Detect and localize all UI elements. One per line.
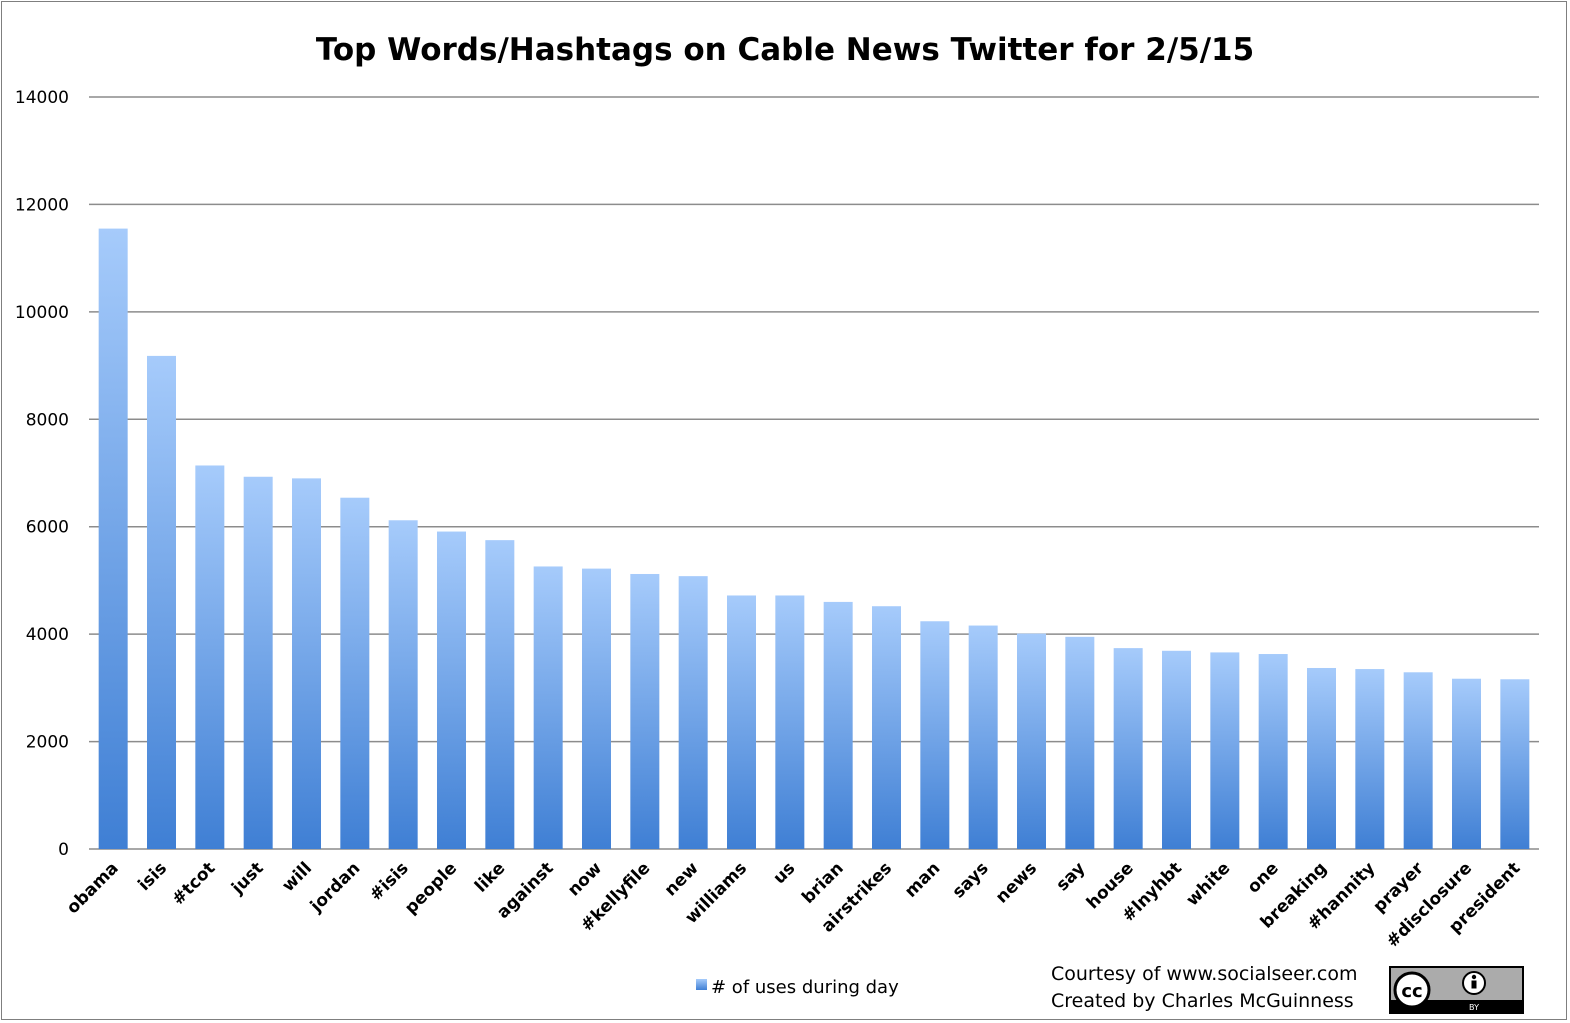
x-tick-label: #isis <box>366 858 413 905</box>
y-tick-label: 12000 <box>15 195 69 215</box>
x-tick-label: one <box>1244 858 1283 897</box>
bar-one <box>1258 654 1288 849</box>
by-label: BY <box>1469 1003 1479 1012</box>
bar-says <box>968 625 998 849</box>
bar-man <box>920 621 950 849</box>
bar-house <box>1113 648 1143 849</box>
y-axis-tick-labels: 0 2000 4000 6000 8000 10000 12000 14000 <box>15 88 69 860</box>
bar-hash-hannity <box>1355 669 1385 849</box>
bar-williams <box>727 595 756 849</box>
y-tick-label: 8000 <box>26 410 69 430</box>
credits: Courtesy of www.socialseer.com Created b… <box>1051 963 1357 1012</box>
bar-prayer <box>1403 672 1433 849</box>
x-tick-label: now <box>564 858 606 900</box>
credit-line-2: Created by Charles McGuinness <box>1051 990 1354 1012</box>
bar-breaking <box>1307 667 1336 849</box>
bar-white <box>1210 652 1240 849</box>
bar-people <box>437 531 466 849</box>
bar-say <box>1065 636 1095 849</box>
legend: # of uses during day <box>696 977 899 998</box>
bar-hash-lnyhbt <box>1162 650 1191 849</box>
bar-hash-tcot <box>195 465 225 849</box>
bar-just <box>243 476 273 849</box>
x-tick-label: like <box>471 858 509 896</box>
y-tick-label: 0 <box>58 840 69 860</box>
y-tick-label: 4000 <box>26 625 69 645</box>
x-tick-label: will <box>278 858 316 896</box>
x-tick-label: say <box>1052 858 1089 895</box>
legend-swatch <box>696 979 707 990</box>
x-tick-label: us <box>770 858 800 888</box>
x-tick-label: jordan <box>306 858 364 916</box>
bar-hash-disclosure <box>1452 678 1481 849</box>
credit-line-1: Courtesy of www.socialseer.com <box>1051 963 1357 985</box>
bar-isis <box>147 355 176 849</box>
x-tick-label: people <box>401 858 461 918</box>
x-tick-label: #tcot <box>168 858 219 909</box>
bar-news <box>1017 633 1046 849</box>
bar-obama <box>98 228 128 850</box>
x-tick-label: #disclosure <box>1383 858 1476 951</box>
chart-title: Top Words/Hashtags on Cable News Twitter… <box>316 32 1254 68</box>
bar-like <box>485 540 515 849</box>
x-tick-label: man <box>901 858 944 901</box>
x-tick-label: isis <box>134 858 171 895</box>
x-tick-label: new <box>661 858 703 900</box>
bar-will <box>292 478 321 849</box>
x-tick-label: obama <box>63 858 123 918</box>
bar-us <box>775 595 805 849</box>
bar-against <box>533 566 563 849</box>
bar-brian <box>823 601 853 849</box>
y-tick-label: 2000 <box>26 733 69 753</box>
gridlines <box>89 96 1539 850</box>
x-tick-label: says <box>949 858 993 902</box>
bar-jordan <box>340 497 370 849</box>
bar-now <box>582 568 611 849</box>
legend-label: # of uses during day <box>711 977 899 998</box>
x-tick-label: just <box>227 858 267 898</box>
creative-commons-by-icon: cc BY <box>1389 966 1524 1014</box>
cc-label: cc <box>1401 981 1422 1002</box>
x-tick-label: news <box>992 858 1041 907</box>
bars <box>98 228 1530 850</box>
bar-president <box>1500 679 1530 849</box>
y-tick-label: 6000 <box>26 518 69 538</box>
bar-airstrikes <box>872 606 901 849</box>
bar-new <box>678 576 708 849</box>
bar-hash-kellyfile <box>630 573 660 849</box>
y-tick-label: 14000 <box>15 88 69 108</box>
y-tick-label: 10000 <box>15 303 69 323</box>
bar-hash-isis <box>388 520 418 849</box>
x-tick-label: white <box>1183 858 1235 910</box>
